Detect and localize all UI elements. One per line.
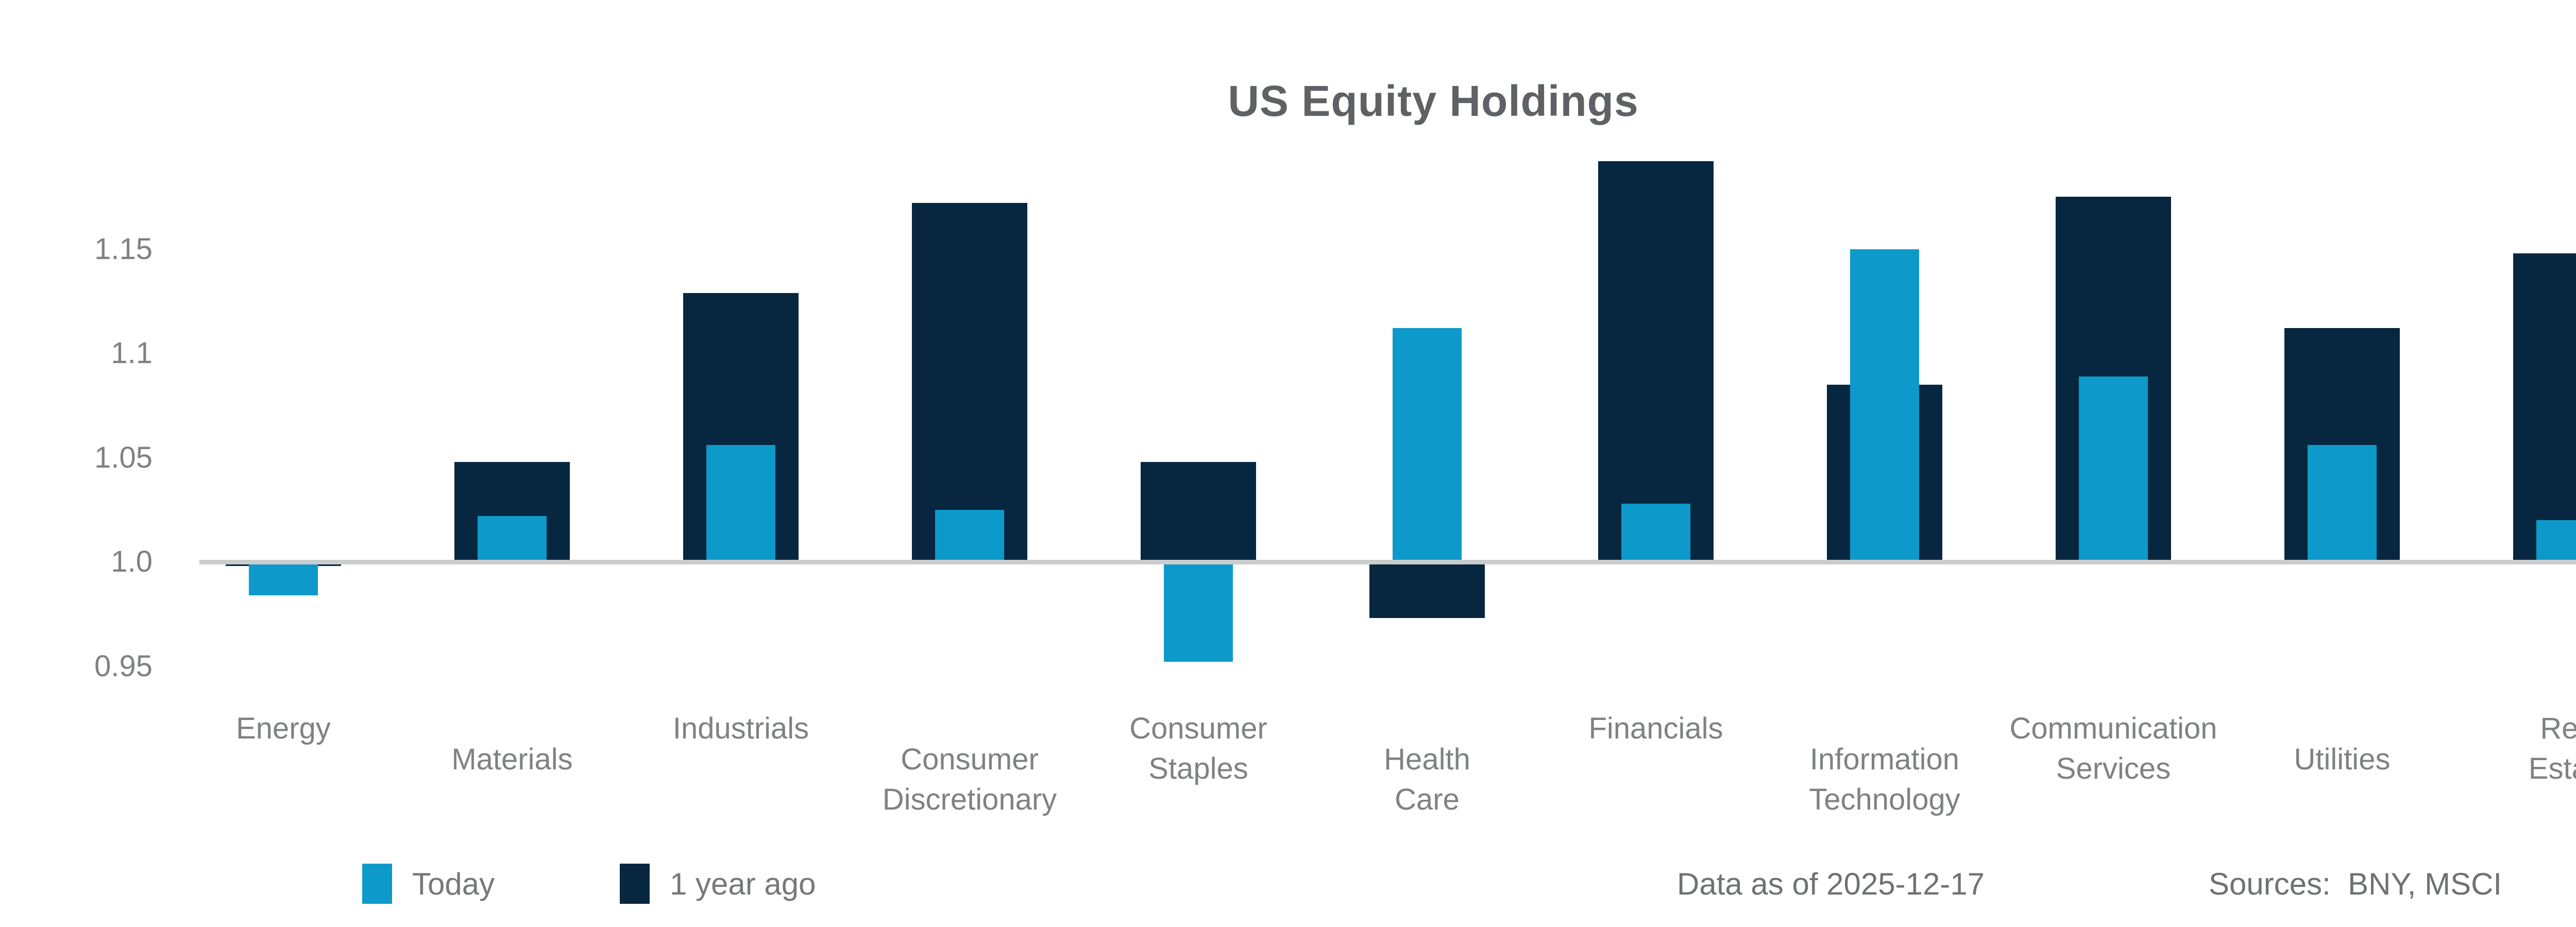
bar-today-utilities [2308,445,2377,562]
data-as-of-note: Data as of 2025-12-17 [1677,867,1985,901]
bar-1-year-ago-consumer-staples [1141,461,1256,562]
bar-1-year-ago-real-estate [2513,253,2576,562]
chart-title: US Equity Holdings [1228,77,1639,125]
x-label-information-technology: Information Technology [1809,743,1960,816]
bar-today-consumer-discretionary [935,509,1004,562]
x-label-health-care: Health Care [1384,743,1470,816]
x-axis-baseline [199,560,2576,564]
x-label-industrials: Industrials [672,712,809,745]
legend-label-today: Today [412,867,495,901]
x-label-energy: Energy [236,712,331,745]
legend-swatch-1-year-ago [620,864,650,904]
x-label-materials: Materials [451,743,573,776]
y-tick-0-95: 0.95 [94,649,152,683]
bar-today-health-care [1393,328,1462,562]
bar-today-materials [478,516,547,562]
bar-1-year-ago-financials [1598,161,1714,562]
sources-note: Sources: BNY, MSCI [2209,867,2502,901]
x-label-consumer-discretionary: Consumer Discretionary [882,743,1057,816]
x-label-communication-services: Communication Services [2009,712,2217,785]
y-tick-1-1: 1.1 [111,336,152,370]
x-label-financials: Financials [1588,712,1723,745]
legend-label-1-year-ago: 1 year ago [670,867,816,901]
legend-swatch-today [362,864,392,904]
bar-today-real-estate [2536,520,2576,562]
bar-1-year-ago-consumer-discretionary [912,203,1027,562]
bar-today-financials [1621,503,1690,562]
y-tick-1-15: 1.15 [94,232,152,266]
y-tick-1-0: 1.0 [111,545,152,578]
bar-today-industrials [706,445,775,562]
bar-today-communication-services [2079,376,2148,562]
bar-today-consumer-staples [1164,562,1233,662]
bar-1-year-ago-health-care [1369,562,1485,619]
bar-today-information-technology [1850,249,1919,562]
y-tick-1-05: 1.05 [94,440,152,474]
x-label-consumer-staples: Consumer Staples [1129,712,1267,785]
bar-today-energy [249,562,318,595]
x-label-real-estate: RealEstate [2528,712,2576,785]
x-label-utilities: Utilities [2294,743,2391,776]
